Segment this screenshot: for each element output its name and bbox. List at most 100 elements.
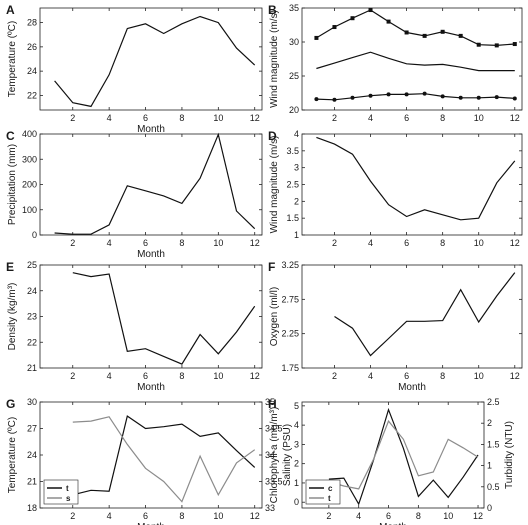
x-tick-label: 2 — [326, 511, 331, 521]
x-tick-label: 8 — [179, 238, 184, 248]
data-point — [440, 94, 445, 99]
x-tick-label: 12 — [510, 113, 520, 123]
plot-frame — [301, 264, 523, 369]
y-tick-label: 2.75 — [281, 294, 299, 304]
panel-letter: H — [268, 397, 277, 411]
x-tick-label: 6 — [143, 511, 148, 521]
x-tick-label: 10 — [213, 238, 223, 248]
series-line-2 — [316, 51, 515, 72]
panel-b: B 2 4 6 8 10 12 20 25 30 35 Wind magnitude (m/s) — [268, 3, 523, 123]
data-point — [458, 95, 463, 100]
y-tick-label: 3.5 — [286, 146, 299, 156]
y-tick-label: 1.5 — [286, 213, 299, 223]
series-line-1 — [72, 415, 256, 496]
x-tick-label: 4 — [107, 113, 112, 123]
data-point — [350, 95, 355, 100]
y-right-axis-label: Turbidity (NTU) — [504, 421, 515, 489]
data-point — [512, 96, 517, 101]
data-point — [476, 95, 481, 100]
panel-g: G2468101218212427303333.53434.535MonthTe… — [6, 397, 293, 525]
y-axis-label: Chlorophyll-a (mg/m³) — [269, 407, 280, 504]
x-tick-label: 2 — [70, 371, 75, 381]
legend-label: t — [328, 494, 331, 503]
plot-frame — [301, 401, 485, 509]
y-tick-label: 200 — [22, 180, 37, 190]
data-point — [422, 33, 427, 38]
data-point — [476, 42, 481, 47]
y-tick-label: 1 — [294, 478, 299, 488]
y-tick-label: 1 — [294, 230, 299, 240]
x-axis-label: Month — [398, 382, 426, 393]
x-tick-label: 4 — [107, 371, 112, 381]
series-line-2 — [328, 419, 479, 490]
y-right-tick-label: 2 — [487, 418, 492, 428]
plot-frame — [39, 7, 263, 111]
y-tick-label: 35 — [289, 3, 299, 13]
y-tick-label: 21 — [27, 363, 37, 373]
x-tick-label: 4 — [107, 238, 112, 248]
legend-label: t — [66, 484, 69, 493]
data-point — [404, 92, 409, 97]
y-tick-label: 2 — [294, 459, 299, 469]
x-tick-label: 10 — [213, 371, 223, 381]
x-tick-label: 2 — [70, 511, 75, 521]
x-tick-label: 8 — [179, 511, 184, 521]
panel-c: C 2 4 6 8 10 12 0 100 200 300 400 Month Precipitation… — [6, 129, 263, 260]
y-tick-label: 20 — [289, 105, 299, 115]
x-tick-label: 10 — [474, 238, 484, 248]
data-point — [332, 25, 337, 30]
x-tick-label: 8 — [440, 113, 445, 123]
x-tick-label: 10 — [213, 113, 223, 123]
y-right-tick-label: 34.5 — [265, 424, 283, 434]
panel-letter: F — [268, 260, 275, 274]
data-point — [332, 97, 337, 102]
panel-f: F 2 4 6 8 10 12 1.75 2.25 2.75 3.25 Month Oxygen (ml… — [268, 260, 523, 393]
legend-label: c — [328, 484, 333, 493]
panel-letter: C — [6, 129, 15, 143]
y-right-axis-label: Salinity (PSU) — [282, 424, 293, 486]
y-tick-label: 24 — [27, 450, 37, 460]
y-right-tick-label: 0.5 — [487, 482, 500, 492]
y-tick-label: 2 — [294, 196, 299, 206]
x-tick-label: 2 — [332, 113, 337, 123]
y-tick-label: 3 — [294, 439, 299, 449]
y-tick-label: 3.25 — [281, 260, 299, 270]
y-tick-label: 23 — [27, 312, 37, 322]
y-right-tick-label: 33.5 — [265, 477, 283, 487]
x-tick-label: 10 — [474, 113, 484, 123]
y-right-tick-label: 35 — [265, 397, 275, 407]
panel-h: H2468101201234500.511.522.5MonthChloroph… — [268, 397, 515, 525]
x-tick-label: 2 — [332, 371, 337, 381]
x-tick-label: 2 — [332, 238, 337, 248]
y-axis-label: Temperature (ºC) — [7, 21, 18, 97]
x-tick-label: 10 — [213, 511, 223, 521]
x-tick-label: 12 — [510, 238, 520, 248]
y-right-tick-label: 1.5 — [487, 439, 500, 449]
y-tick-label: 300 — [22, 154, 37, 164]
x-tick-label: 12 — [250, 511, 260, 521]
y-axis-label: Precipitation (mm) — [7, 144, 18, 225]
plot-frame — [39, 133, 263, 236]
x-tick-label: 6 — [143, 371, 148, 381]
y-tick-label: 5 — [294, 401, 299, 411]
plot-frame — [301, 133, 523, 236]
y-axis-label: Density (kg/m³) — [7, 283, 18, 351]
x-tick-label: 6 — [143, 238, 148, 248]
y-right-tick-label: 33 — [265, 503, 275, 513]
series-line-1 — [54, 15, 256, 108]
x-axis-label: Month — [137, 124, 165, 135]
data-point — [440, 29, 445, 34]
x-axis-label: Month — [137, 249, 165, 260]
x-tick-label: 8 — [179, 371, 184, 381]
y-tick-label: 4 — [294, 420, 299, 430]
data-point — [314, 35, 319, 40]
y-tick-label: 22 — [27, 337, 37, 347]
x-tick-label: 2 — [70, 238, 75, 248]
data-point — [314, 97, 319, 102]
y-tick-label: 22 — [27, 90, 37, 100]
series-line-3 — [316, 93, 515, 101]
data-point — [458, 33, 463, 38]
y-tick-label: 30 — [289, 37, 299, 47]
